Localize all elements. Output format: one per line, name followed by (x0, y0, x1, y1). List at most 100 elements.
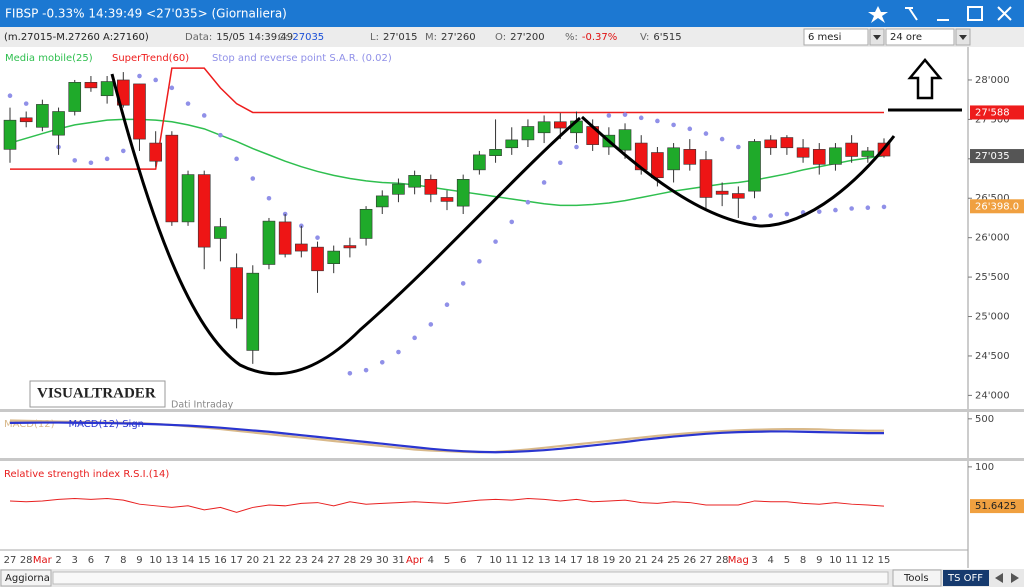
price-tag-label: 27'035 (975, 151, 1010, 162)
period-value[interactable]: 6 mesi (808, 32, 841, 43)
interval-value[interactable]: 24 ore (890, 32, 922, 43)
sar-dot (687, 126, 693, 132)
candle-body (812, 149, 826, 165)
candle-body (553, 121, 567, 129)
x-tick-label: 5 (784, 555, 790, 566)
dropdown-arrow (959, 35, 967, 40)
candle-body (764, 139, 778, 149)
window-title: FIBSP -0.33% 14:39:49 <27'035> (Giornali… (5, 7, 287, 21)
sar-dot (638, 115, 644, 121)
candle-body (375, 195, 389, 208)
note: Dati Intraday (171, 400, 234, 411)
x-tick-label: 23 (295, 555, 308, 566)
field-label: O: (495, 32, 506, 43)
tools-button[interactable] (892, 569, 942, 587)
legend-entry: MACD(12) (4, 419, 55, 430)
x-tick-label: 28 (716, 555, 729, 566)
x-tick-label: 12 (861, 555, 874, 566)
y-tick-label: 27'500 (975, 114, 1010, 125)
sar-dot (768, 213, 774, 218)
x-tick-label: 28 (20, 555, 33, 566)
x-tick-label: 8 (800, 555, 806, 566)
x-tick-label: 19 (602, 555, 615, 566)
candle-body (715, 190, 729, 195)
x-tick-label: 16 (214, 555, 227, 566)
candle-body (3, 119, 17, 150)
candle-body (149, 142, 162, 162)
scroll-arrows[interactable] (995, 573, 1019, 583)
sar-dot (379, 359, 385, 365)
candle-body (230, 267, 243, 320)
field-label: %: (565, 32, 578, 43)
period-select[interactable] (803, 28, 869, 46)
interval-select[interactable] (885, 28, 955, 46)
x-tick-label: 11 (845, 555, 858, 566)
x-tick-label: 7 (476, 555, 482, 566)
x-tick-label: 25 (667, 555, 680, 566)
price-axis (968, 47, 1024, 568)
candle-body (780, 137, 794, 149)
sar-dot (816, 209, 822, 214)
candle-body (473, 154, 486, 171)
ts-label[interactable]: TS OFF (947, 573, 983, 584)
refresh-label[interactable]: Aggiorna (5, 573, 50, 584)
sar-dot (347, 371, 353, 376)
x-tick-label: 17 (230, 555, 243, 566)
price-tag-label: 51.6425 (975, 501, 1016, 512)
sar-dot (752, 215, 757, 221)
refresh-button[interactable] (0, 569, 52, 587)
candle-body (52, 111, 65, 136)
window-controls[interactable] (868, 6, 1012, 23)
legend-entry: MACD(12) Sign (69, 419, 145, 430)
sar-dot (574, 144, 579, 150)
candle-body (133, 83, 146, 140)
indicator-line (9, 421, 884, 454)
sar-dot (137, 73, 142, 79)
sar-dot (428, 322, 434, 327)
ts-button[interactable] (943, 570, 989, 586)
sar-dot (444, 302, 450, 308)
x-tick-label: 20 (619, 555, 632, 566)
field-label: M: (425, 32, 437, 43)
candle-body (246, 272, 260, 351)
favorite-icon[interactable] (868, 6, 888, 23)
sar-dot (477, 259, 482, 264)
candle-body (456, 179, 470, 207)
sar-dot (363, 367, 369, 373)
tools-icon[interactable] (905, 7, 918, 21)
sar-dot (525, 199, 531, 205)
scrollbar-track[interactable] (52, 571, 889, 585)
candle-body (521, 126, 535, 141)
x-tick-label: 26 (683, 555, 696, 566)
candle-body (732, 193, 745, 199)
charts: 24'000 24'500 25'000 25'500 26'000 26'500 27'0… (4, 53, 1024, 566)
y-tick-label: 500 (975, 414, 994, 425)
tools-label[interactable]: Tools (903, 573, 929, 584)
maximize-button[interactable] (967, 6, 983, 21)
x-tick-label: 18 (586, 555, 599, 566)
sar-dot (396, 349, 401, 355)
x-tick-label: 28 (344, 555, 357, 566)
candle-body (327, 250, 341, 264)
close-button[interactable] (997, 6, 1012, 21)
x-tick-label: 3 (751, 555, 757, 566)
candle-body (343, 245, 357, 249)
candle-body (408, 175, 421, 188)
candle-body (796, 147, 810, 158)
sar-dot (7, 93, 13, 99)
field-value: 27'015 (383, 32, 418, 43)
candle-body (829, 147, 842, 165)
sar-dot (541, 180, 547, 185)
legend-entry: Relative strength index R.S.I.(14) (4, 469, 169, 480)
sar-dot (865, 205, 871, 211)
sar-dot (120, 148, 126, 154)
sar-dot (266, 195, 272, 201)
sar-dot (881, 204, 887, 210)
legend-entry: Stop and reverse point S.A.R. (0.02) (212, 53, 392, 64)
candle-body (19, 117, 33, 123)
x-tick-label: 9 (816, 555, 822, 566)
candle-body (311, 246, 324, 272)
sar-dot (833, 207, 838, 213)
